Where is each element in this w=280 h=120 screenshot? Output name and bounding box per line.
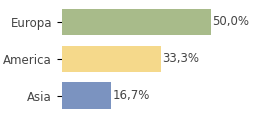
Text: 50,0%: 50,0% [212,15,249,28]
Bar [62,82,111,109]
Text: 33,3%: 33,3% [162,52,199,65]
Text: 16,7%: 16,7% [113,89,150,102]
Bar [62,9,211,35]
Bar [62,45,161,72]
